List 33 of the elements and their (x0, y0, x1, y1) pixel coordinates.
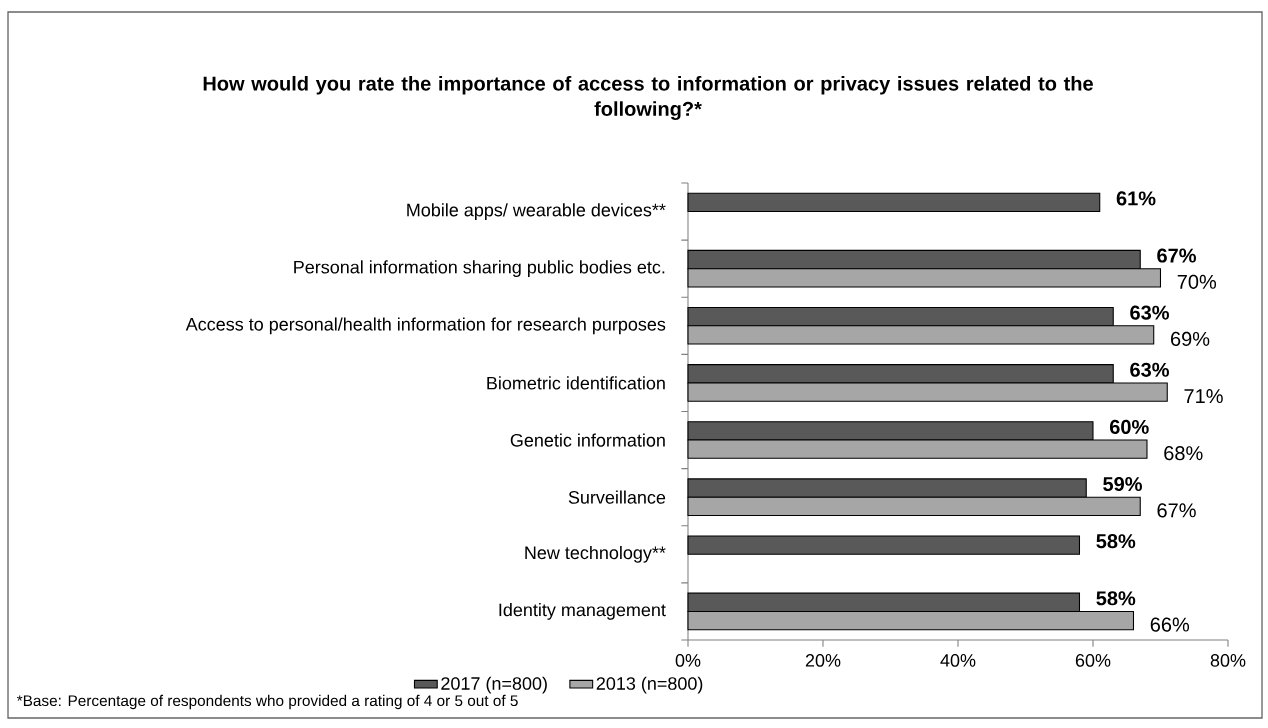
bar (687, 192, 1101, 213)
x-tick-label: 80% (1210, 654, 1246, 667)
bar (687, 535, 1081, 555)
y-tick-label: Access to personal/health information for research purposes (185, 317, 666, 335)
y-tick-label: Personal information sharing public bodies etc. (294, 260, 665, 278)
y-tick-label: Surveillance (568, 490, 666, 504)
x-tick-label: 40% (940, 654, 976, 667)
data-label: 61% (1116, 191, 1156, 206)
data-label: 58% (1096, 591, 1136, 606)
y-tick-label: Biometric identification (487, 376, 665, 390)
data-label: 63% (1130, 362, 1169, 377)
legend-label: 2013 (n=800) (596, 676, 703, 694)
chart-title: How would you rate the importance of access to information or privacy issues related to the following?* (203, 75, 1093, 121)
data-label: 69% (1171, 331, 1210, 347)
data-label: 70% (1177, 274, 1217, 289)
data-label: 68% (1164, 446, 1203, 461)
data-label: 58% (1096, 534, 1136, 549)
data-label: 67% (1157, 503, 1196, 518)
data-label: 67% (1157, 248, 1196, 263)
data-label: 59% (1103, 476, 1142, 492)
y-tick-label: Identity management (499, 603, 666, 620)
data-label: 63% (1130, 305, 1169, 320)
x-tick-label: 60% (1075, 654, 1111, 667)
data-label: 66% (1150, 617, 1190, 632)
y-tick-label: Mobile apps/ wearable devices** (407, 203, 666, 220)
text: *Base: Percentage of respondents who provided a rating of 4 or 5 out of 5 (16, 694, 518, 710)
data-label: 71% (1184, 389, 1223, 404)
x-tick-label: 0% (675, 654, 701, 667)
x-tick-label: 20% (805, 654, 841, 667)
y-tick-label: New technology** (525, 545, 666, 563)
data-label: 60% (1109, 419, 1149, 434)
y-tick-label: Genetic information (510, 433, 665, 447)
legend-label: 2017 (n=800) (441, 676, 547, 694)
